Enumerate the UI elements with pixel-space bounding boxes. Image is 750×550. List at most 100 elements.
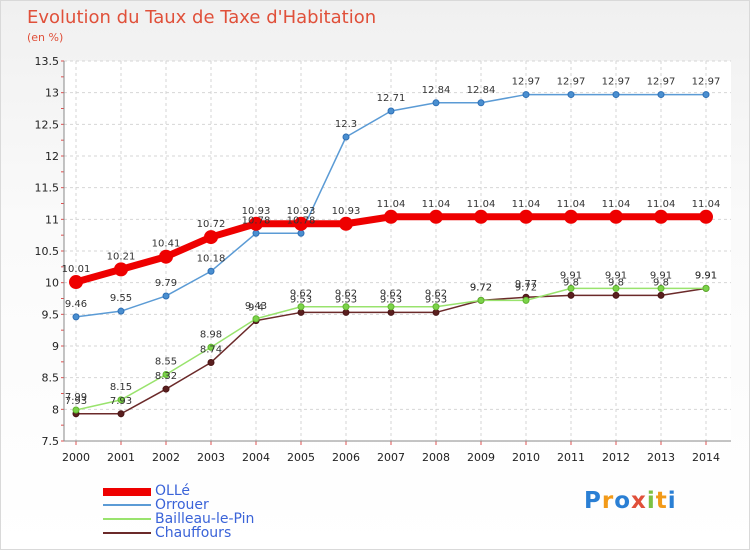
data-label-chauffours: 9.8 <box>608 277 624 288</box>
data-label-orrouer: 9.79 <box>155 278 177 289</box>
x-tick-label: 2006 <box>332 451 360 464</box>
data-label-olle: 11.04 <box>647 199 676 210</box>
data-point-orrouer <box>567 91 575 99</box>
data-point-orrouer <box>477 99 485 107</box>
x-tick-label: 2010 <box>512 451 540 464</box>
y-tick-label: 13.5 <box>35 55 60 68</box>
data-label-bailleau: 8.98 <box>200 329 222 340</box>
data-point-olle <box>384 209 398 224</box>
data-label-chauffours: 9.53 <box>335 294 357 305</box>
y-tick-label: 12.5 <box>35 118 60 131</box>
data-label-bailleau: 9.43 <box>245 301 267 312</box>
data-point-olle <box>474 209 488 224</box>
data-point-bailleau <box>567 284 575 292</box>
data-point-orrouer <box>387 107 395 115</box>
x-tick-label: 2012 <box>602 451 630 464</box>
y-tick-label: 10 <box>45 277 59 290</box>
proxiti-logo: Proxiti <box>584 488 677 514</box>
data-point-bailleau <box>252 315 260 323</box>
logo-letter: P <box>584 488 602 514</box>
data-label-chauffours: 9.8 <box>563 277 579 288</box>
data-point-bailleau <box>387 303 395 311</box>
x-tick-label: 2004 <box>242 451 270 464</box>
chart-subtitle: (en %) <box>27 31 64 44</box>
data-label-orrouer: 12.3 <box>335 119 357 130</box>
data-point-chauffours <box>387 308 395 316</box>
data-label-olle: 10.21 <box>107 251 136 262</box>
data-point-olle <box>564 209 578 224</box>
legend-swatch-olle <box>103 488 151 496</box>
data-label-orrouer: 12.97 <box>557 77 586 88</box>
data-label-orrouer: 10.78 <box>242 215 271 226</box>
data-point-olle <box>654 209 668 224</box>
data-point-orrouer <box>117 307 125 315</box>
data-label-olle: 10.93 <box>287 206 316 217</box>
data-point-chauffours <box>297 308 305 316</box>
data-label-chauffours: 9.8 <box>653 277 669 288</box>
data-point-orrouer <box>657 91 665 99</box>
data-label-olle: 11.04 <box>512 199 541 210</box>
data-point-chauffours <box>342 308 350 316</box>
logo-letter: i <box>667 488 677 514</box>
data-label-orrouer: 12.97 <box>692 77 721 88</box>
data-label-chauffours: 7.93 <box>65 396 87 407</box>
x-tick-label: 2009 <box>467 451 495 464</box>
x-tick-label: 2013 <box>647 451 675 464</box>
logo-letter: r <box>601 488 615 514</box>
data-label-chauffours: 7.93 <box>110 396 132 407</box>
data-point-bailleau <box>657 284 665 292</box>
logo-letter: x <box>631 488 647 514</box>
data-label-bailleau: 9.72 <box>470 282 492 293</box>
data-label-olle: 11.04 <box>557 199 586 210</box>
data-point-bailleau <box>117 396 125 404</box>
data-label-chauffours: 8.32 <box>155 371 177 382</box>
data-point-olle <box>699 209 713 224</box>
data-label-orrouer: 12.97 <box>512 77 541 88</box>
data-point-olle <box>69 275 83 290</box>
y-tick-label: 10.5 <box>35 245 60 258</box>
logo-text: Proxiti <box>584 488 677 514</box>
legend-swatch-orrouer <box>103 504 151 506</box>
data-point-olle <box>429 209 443 224</box>
x-tick-label: 2014 <box>692 451 720 464</box>
data-label-olle: 10.41 <box>152 239 181 250</box>
data-point-bailleau <box>297 303 305 311</box>
y-tick-label: 9 <box>52 340 59 353</box>
x-tick-label: 2002 <box>152 451 180 464</box>
legend-label-chauffours: Chauffours <box>155 525 232 541</box>
legend-swatch-bailleau <box>103 518 151 520</box>
data-point-chauffours <box>432 308 440 316</box>
data-point-chauffours <box>567 291 575 299</box>
legend-swatch-chauffours <box>103 532 151 534</box>
x-tick-label: 2000 <box>62 451 90 464</box>
data-label-bailleau: 9.91 <box>695 270 717 281</box>
data-label-bailleau: 9.62 <box>335 289 357 300</box>
data-label-chauffours: 9.72 <box>470 282 492 293</box>
data-label-olle: 11.04 <box>467 199 496 210</box>
data-point-bailleau <box>72 406 80 414</box>
data-label-olle: 11.04 <box>377 199 406 210</box>
x-tick-label: 2007 <box>377 451 405 464</box>
data-label-bailleau: 9.62 <box>290 289 312 300</box>
data-label-bailleau: 9.62 <box>425 289 447 300</box>
y-tick-label: 12 <box>45 150 59 163</box>
chart-title: Evolution du Taux de Taxe d'Habitation <box>27 7 377 28</box>
y-tick-label: 8.5 <box>42 372 60 385</box>
data-point-orrouer <box>297 229 305 237</box>
x-tick-label: 2001 <box>107 451 135 464</box>
data-label-bailleau: 7.99 <box>65 392 87 403</box>
data-label-orrouer: 12.84 <box>422 85 451 96</box>
data-point-olle <box>519 209 533 224</box>
data-point-olle <box>294 216 308 231</box>
data-point-olle <box>339 216 353 231</box>
logo-letter: o <box>614 488 632 514</box>
data-point-orrouer <box>342 133 350 141</box>
data-label-chauffours: 9.4 <box>248 303 264 314</box>
data-label-olle: 11.04 <box>692 199 721 210</box>
logo-letter: t <box>655 488 668 514</box>
data-point-orrouer <box>432 99 440 107</box>
data-label-orrouer: 10.18 <box>197 253 226 264</box>
data-label-olle: 11.04 <box>422 199 451 210</box>
data-label-chauffours: 9.53 <box>425 294 447 305</box>
